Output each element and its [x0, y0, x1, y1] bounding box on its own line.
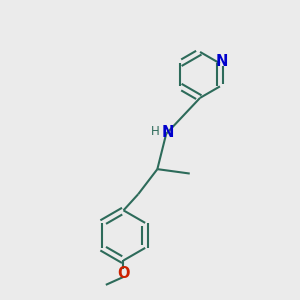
Text: N: N: [216, 55, 228, 70]
Text: O: O: [117, 266, 130, 280]
Text: N: N: [162, 125, 174, 140]
Text: H: H: [151, 125, 159, 138]
